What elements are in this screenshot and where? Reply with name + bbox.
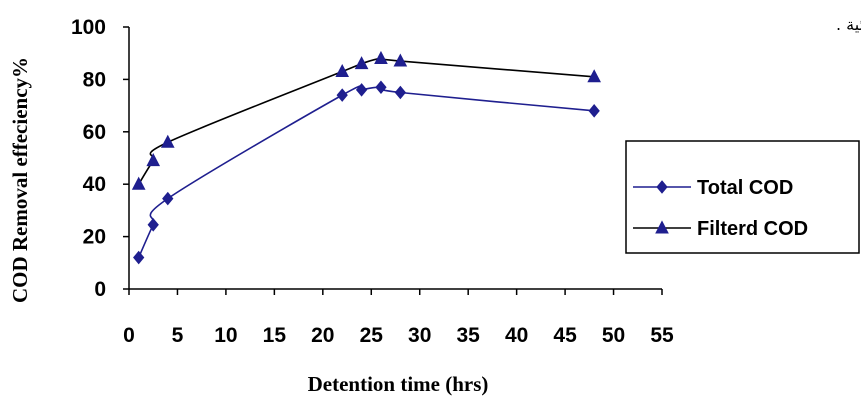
data-point bbox=[131, 176, 146, 190]
data-point bbox=[587, 69, 601, 83]
axis-ticks: 0 5 10 15 20 25 30 35 40 45 50 55 0 20 40 60 80 100 bbox=[71, 16, 674, 347]
data-point bbox=[355, 83, 368, 97]
legend-items: Total COD Filterd COD bbox=[633, 177, 808, 240]
x-tick-label: 35 bbox=[457, 324, 481, 347]
x-tick-label: 50 bbox=[602, 324, 625, 347]
legend-box bbox=[625, 140, 860, 254]
legend-label: Filterd COD bbox=[697, 218, 808, 240]
x-tick-label: 40 bbox=[505, 324, 528, 347]
x-tick-label: 20 bbox=[311, 324, 334, 347]
annotation-text: الى الاجسام المائية . bbox=[836, 15, 861, 34]
legend-label: Total COD bbox=[697, 177, 793, 199]
data-point bbox=[147, 218, 159, 232]
data-point bbox=[374, 50, 388, 64]
x-tick-label: 0 bbox=[123, 324, 135, 347]
x-tick-label: 45 bbox=[553, 324, 577, 347]
legend: Total COD Filterd COD bbox=[625, 140, 860, 254]
y-tick-label: 80 bbox=[83, 68, 106, 91]
x-tick-label: 15 bbox=[263, 324, 287, 347]
series-1 bbox=[131, 50, 601, 190]
data-point bbox=[335, 63, 350, 78]
legend-item: Total COD bbox=[633, 177, 793, 199]
legend-item: Filterd COD bbox=[633, 218, 808, 240]
x-tick-label: 5 bbox=[172, 324, 184, 347]
legend-marker bbox=[655, 220, 669, 234]
y-tick-label: 40 bbox=[83, 173, 106, 196]
y-tick-label: 60 bbox=[83, 121, 106, 144]
plot-area: 0 5 10 15 20 25 30 35 40 45 50 55 0 20 40 60 80 100 bbox=[71, 16, 674, 347]
x-tick-label: 25 bbox=[360, 324, 384, 347]
data-point bbox=[162, 191, 174, 206]
data-point bbox=[375, 80, 387, 95]
data-point bbox=[133, 250, 145, 265]
y-axis-title: COD Removal effeciency% bbox=[8, 57, 32, 303]
x-tick-label: 30 bbox=[408, 324, 431, 347]
data-point bbox=[354, 56, 369, 70]
series-layer bbox=[131, 50, 601, 265]
data-point bbox=[160, 134, 175, 148]
data-point bbox=[394, 85, 406, 100]
data-point bbox=[393, 53, 408, 67]
x-tick-label: 55 bbox=[650, 324, 674, 347]
series-line bbox=[137, 85, 595, 258]
data-point bbox=[588, 104, 600, 118]
x-tick-label: 10 bbox=[214, 324, 237, 347]
x-axis-title: Detention time (hrs) bbox=[308, 372, 489, 396]
data-point bbox=[336, 88, 348, 102]
series-line bbox=[138, 57, 595, 185]
y-tick-label: 0 bbox=[94, 278, 106, 301]
legend-marker bbox=[656, 180, 668, 194]
data-point bbox=[146, 153, 161, 167]
y-tick-label: 100 bbox=[71, 16, 106, 39]
series-0 bbox=[133, 80, 600, 265]
y-tick-label: 20 bbox=[83, 226, 106, 249]
